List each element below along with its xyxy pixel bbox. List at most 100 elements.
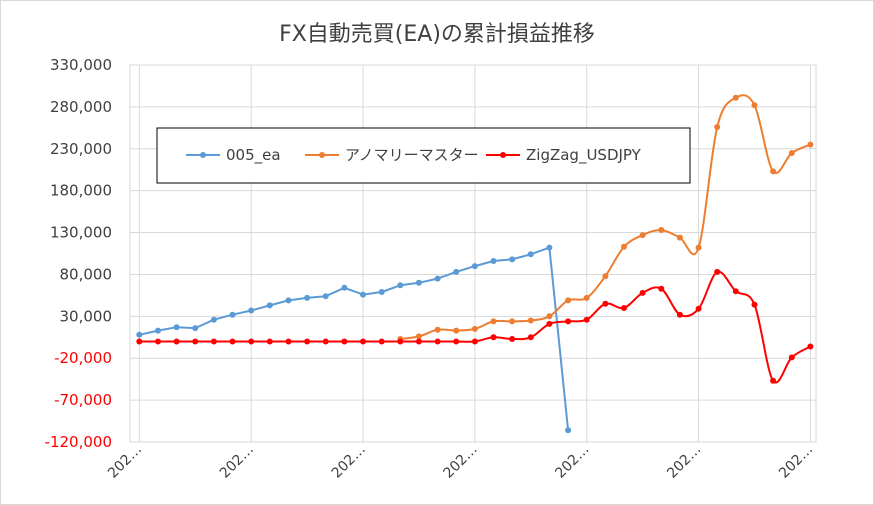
- x-tick-label: 202…: [441, 442, 481, 482]
- legend-label-zigzag-usdjpy: ZigZag_USDJPY: [526, 146, 642, 165]
- data-point-2: [602, 300, 609, 307]
- data-point-2: [639, 289, 646, 296]
- data-point-2: [770, 377, 777, 384]
- data-point-1: [583, 294, 590, 301]
- data-point-1: [565, 297, 572, 304]
- data-point-2: [807, 343, 814, 350]
- data-point-2: [155, 338, 161, 345]
- legend-marker-zigzag-usdjpy: [500, 152, 506, 158]
- data-point-2: [490, 334, 497, 341]
- data-point-0: [490, 258, 497, 264]
- data-point-2: [229, 338, 236, 345]
- data-point-1: [621, 243, 627, 250]
- legend: 005_ea アノマリーマスター ZigZag_USDJPY: [156, 127, 691, 184]
- data-point-1: [471, 325, 478, 332]
- x-axis: 202… 202… 202… 202… 202… 202… 202…: [105, 442, 816, 482]
- series-line-0: [139, 246, 570, 431]
- y-tick-label: -20,000: [54, 349, 112, 367]
- data-point-2: [173, 338, 180, 345]
- data-point-1: [732, 94, 739, 101]
- data-point-0: [192, 325, 199, 332]
- series-line-1: [400, 94, 811, 340]
- data-point-2: [471, 338, 478, 345]
- data-point-0: [322, 293, 329, 300]
- data-point-2: [453, 338, 460, 345]
- grid-lines: [129, 64, 817, 443]
- data-point-2: [341, 338, 348, 345]
- data-point-2: [210, 338, 217, 345]
- data-point-0: [453, 268, 460, 275]
- y-tick-label: -120,000: [45, 433, 112, 451]
- data-point-0: [341, 284, 348, 291]
- legend-marker-anomaly-master: [319, 152, 325, 158]
- legend-box: [156, 127, 691, 184]
- data-point-0: [415, 279, 422, 286]
- data-point-1: [546, 313, 553, 320]
- data-point-0: [434, 275, 441, 282]
- x-tick-label: 202…: [329, 442, 369, 482]
- data-point-0: [266, 302, 273, 309]
- chart-title: FX自動売買(EA)の累計損益推移: [279, 22, 595, 47]
- plot-area: [129, 64, 817, 443]
- data-point-2: [136, 338, 143, 345]
- data-point-2: [322, 338, 329, 345]
- data-point-0: [546, 244, 553, 251]
- data-point-0: [527, 251, 534, 258]
- data-point-2: [527, 334, 534, 341]
- data-point-2: [565, 318, 572, 325]
- data-point-2: [192, 338, 199, 345]
- data-point-0: [509, 256, 516, 263]
- data-point-0: [565, 427, 572, 434]
- data-point-1: [509, 318, 516, 325]
- data-point-1: [770, 168, 777, 175]
- data-point-1: [453, 327, 460, 334]
- data-point-0: [378, 289, 385, 295]
- y-tick-label: 230,000: [50, 140, 112, 158]
- data-point-2: [732, 288, 739, 295]
- data-point-1: [676, 234, 683, 241]
- data-point-2: [304, 338, 311, 345]
- data-point-1: [415, 333, 422, 340]
- data-point-2: [378, 338, 385, 345]
- data-point-2: [434, 338, 441, 345]
- data-point-0: [229, 311, 236, 318]
- data-point-0: [304, 294, 311, 301]
- y-tick-label: -70,000: [54, 391, 112, 409]
- data-point-2: [714, 268, 721, 275]
- data-point-2: [360, 338, 366, 345]
- data-point-1: [658, 227, 665, 233]
- legend-label-anomaly-master: アノマリーマスター: [345, 146, 479, 164]
- data-point-1: [527, 317, 534, 324]
- data-point-0: [136, 331, 143, 338]
- data-point-1: [714, 124, 721, 130]
- y-tick-label: 330,000: [50, 56, 112, 74]
- data-point-0: [173, 324, 180, 331]
- y-tick-label: 30,000: [60, 307, 113, 325]
- data-point-2: [248, 338, 255, 345]
- legend-label-005-ea: 005_ea: [226, 146, 281, 165]
- data-point-1: [751, 102, 758, 109]
- data-point-1: [807, 141, 814, 148]
- data-point-2: [788, 354, 795, 361]
- data-point-0: [397, 282, 404, 289]
- y-axis: 330,000 280,000 230,000 180,000 130,000 80,00…: [45, 56, 112, 451]
- data-point-1: [788, 150, 795, 156]
- x-tick-label: 202…: [664, 442, 704, 482]
- y-tick-label: 80,000: [60, 265, 113, 283]
- y-tick-label: 180,000: [50, 182, 112, 200]
- y-tick-label: 280,000: [50, 98, 112, 116]
- data-point-2: [751, 301, 758, 308]
- data-point-0: [155, 327, 161, 334]
- data-point-1: [490, 318, 497, 325]
- data-point-2: [285, 338, 292, 345]
- data-point-1: [434, 326, 441, 333]
- series-layer: [136, 94, 814, 434]
- data-point-2: [266, 338, 273, 345]
- legend-marker-005-ea: [200, 152, 206, 158]
- data-point-2: [397, 338, 404, 345]
- x-tick-label: 202…: [776, 442, 816, 482]
- data-point-2: [676, 311, 683, 318]
- data-point-2: [621, 305, 627, 311]
